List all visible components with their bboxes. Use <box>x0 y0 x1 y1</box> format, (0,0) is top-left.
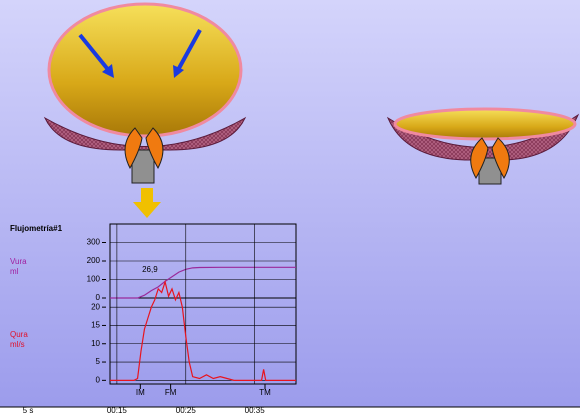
x-tick-label: 00:25 <box>176 406 197 415</box>
data-line <box>110 266 296 299</box>
y-axis-label: ml/s <box>10 340 25 349</box>
bladder <box>393 107 577 141</box>
event-label: FM <box>165 388 177 397</box>
arrowhead <box>173 65 184 78</box>
y-tick-label: 15 <box>91 321 100 330</box>
footer-strip <box>0 407 580 415</box>
y-axis-label: ml <box>10 267 19 276</box>
y-axis-label: Vura <box>10 257 27 266</box>
arrowhead <box>102 64 114 78</box>
y-tick-label: 300 <box>87 238 101 247</box>
empty-bladder <box>386 107 580 185</box>
y-tick-label: 10 <box>91 339 100 348</box>
event-label: IM <box>136 388 145 397</box>
pressure-arrow <box>78 33 112 74</box>
bladder <box>47 2 243 138</box>
x-tick-label: 00:35 <box>245 406 266 415</box>
y-tick-label: 100 <box>87 275 101 284</box>
chart-title: Flujometría#1 <box>10 224 63 233</box>
y-axis-label: Qura <box>10 330 28 339</box>
down-arrow <box>133 188 161 218</box>
pressure-arrow <box>176 29 202 71</box>
y-tick-label: 0 <box>96 375 101 384</box>
full-bladder <box>43 2 247 184</box>
sphincter <box>491 137 510 180</box>
plot-frame <box>109 223 297 385</box>
peak-label: 26,9 <box>142 265 158 274</box>
sphincter <box>470 137 489 180</box>
y-tick-label: 0 <box>96 293 101 302</box>
y-tick-label: 5 <box>96 357 101 366</box>
data-line <box>110 279 296 381</box>
y-tick-label: 200 <box>87 256 101 265</box>
x-scale-label: 5 s <box>23 406 34 415</box>
sphincter <box>124 127 143 170</box>
y-tick-label: 20 <box>91 302 100 311</box>
x-tick-label: 00:15 <box>107 406 128 415</box>
event-label: TM <box>259 388 271 397</box>
urethra <box>131 149 155 184</box>
pelvic-floor <box>386 113 580 161</box>
sphincter <box>145 127 164 170</box>
